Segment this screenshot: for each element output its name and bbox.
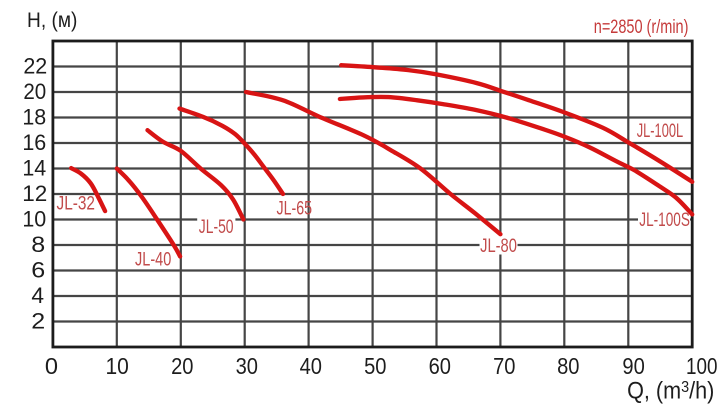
svg-text:100: 100 (686, 354, 717, 379)
svg-text:H, (м): H, (м) (27, 9, 77, 32)
svg-text:10: 10 (105, 353, 128, 379)
svg-text:30: 30 (236, 353, 258, 380)
svg-text:20: 20 (171, 353, 193, 380)
svg-text:60: 60 (429, 353, 451, 380)
svg-text:90: 90 (622, 353, 644, 380)
svg-text:18: 18 (22, 104, 46, 129)
svg-text:JL-100S: JL-100S (639, 209, 690, 231)
svg-text:JL-80: JL-80 (480, 234, 517, 257)
svg-text:50: 50 (364, 353, 386, 380)
svg-text:JL-50: JL-50 (199, 216, 234, 238)
svg-text:40: 40 (300, 353, 322, 380)
svg-text:2: 2 (31, 309, 45, 333)
svg-text:JL-100L: JL-100L (637, 121, 683, 142)
svg-text:n=2850 (r/min): n=2850 (r/min) (594, 15, 689, 38)
svg-text:0: 0 (45, 353, 58, 379)
svg-text:70: 70 (493, 353, 515, 380)
svg-text:JL-32: JL-32 (57, 192, 95, 214)
svg-text:20: 20 (23, 79, 46, 104)
svg-text:16: 16 (22, 130, 46, 155)
svg-text:6: 6 (31, 258, 45, 282)
svg-text:JL-65: JL-65 (276, 197, 312, 219)
svg-text:8: 8 (31, 232, 45, 256)
svg-text:14: 14 (22, 155, 46, 180)
svg-text:4: 4 (31, 283, 44, 308)
svg-text:12: 12 (22, 181, 47, 206)
svg-text:22: 22 (23, 53, 47, 78)
svg-text:JL-40: JL-40 (135, 247, 171, 270)
svg-text:10: 10 (22, 206, 46, 231)
svg-text:Q, (m3/h): Q, (m3/h) (627, 376, 714, 403)
svg-text:80: 80 (557, 353, 579, 380)
